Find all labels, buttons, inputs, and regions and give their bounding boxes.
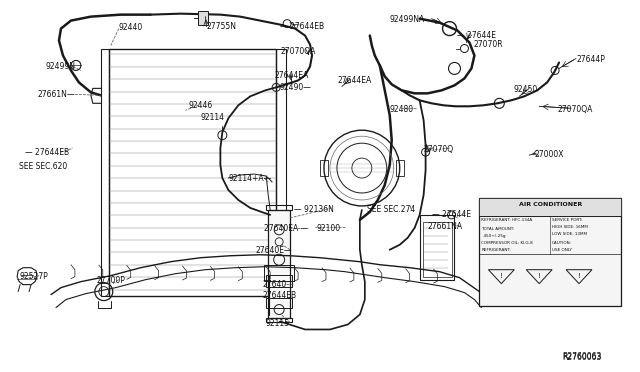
Text: 27755N: 27755N bbox=[207, 22, 236, 31]
Bar bbox=[101, 48, 109, 296]
Text: 92499NA: 92499NA bbox=[390, 15, 425, 24]
Bar bbox=[264, 265, 294, 280]
Text: 27640E—: 27640E— bbox=[255, 246, 292, 255]
Text: 92115: 92115 bbox=[265, 320, 289, 328]
Text: COMPRESSOR OIL: KLG-8: COMPRESSOR OIL: KLG-8 bbox=[481, 241, 533, 245]
Text: 27661NA: 27661NA bbox=[428, 222, 463, 231]
Text: 27640: 27640 bbox=[262, 280, 287, 289]
Text: — 27644EB: — 27644EB bbox=[280, 22, 324, 31]
Text: 92114: 92114 bbox=[200, 113, 225, 122]
Text: R2760063: R2760063 bbox=[562, 353, 602, 362]
Text: R2760063: R2760063 bbox=[562, 352, 602, 361]
Bar bbox=[320, 160, 328, 176]
Text: 92446: 92446 bbox=[189, 101, 212, 110]
Text: TOTAL AMOUNT:: TOTAL AMOUNT: bbox=[481, 227, 515, 231]
Text: 27644EB: 27644EB bbox=[262, 291, 296, 299]
Text: 92114+A—: 92114+A— bbox=[228, 174, 271, 183]
Text: 92490—: 92490— bbox=[279, 83, 311, 92]
Text: 92100: 92100 bbox=[316, 224, 340, 233]
Text: 27644EA: 27644EA bbox=[338, 76, 372, 86]
Bar bbox=[268, 210, 290, 318]
Text: 27070QA: 27070QA bbox=[280, 46, 316, 55]
Text: 450+/-25g: 450+/-25g bbox=[481, 234, 506, 238]
Text: 92480: 92480 bbox=[390, 105, 414, 114]
Text: 92499N: 92499N bbox=[45, 62, 75, 71]
Text: REFRIGERANT: HFC-134A: REFRIGERANT: HFC-134A bbox=[481, 218, 532, 222]
Text: — 27644E: — 27644E bbox=[458, 31, 497, 39]
Bar bbox=[266, 318, 292, 323]
Text: — 27644E: — 27644E bbox=[431, 210, 470, 219]
Bar bbox=[266, 275, 292, 286]
Text: SERVICE PORT:: SERVICE PORT: bbox=[552, 218, 582, 222]
Text: 27070Q: 27070Q bbox=[424, 145, 454, 154]
Bar bbox=[276, 48, 286, 296]
Text: SEE SEC.274: SEE SEC.274 bbox=[367, 205, 415, 214]
Text: 92450: 92450 bbox=[513, 86, 538, 94]
Text: HIGH SIDE: 16MM: HIGH SIDE: 16MM bbox=[552, 225, 588, 229]
Bar bbox=[109, 48, 276, 296]
Text: SEE SEC.620: SEE SEC.620 bbox=[19, 162, 67, 171]
Text: — 92136N: — 92136N bbox=[294, 205, 334, 214]
Text: !: ! bbox=[577, 273, 580, 279]
Text: CAUTION:: CAUTION: bbox=[552, 241, 572, 245]
Text: LOW SIDE: 13MM: LOW SIDE: 13MM bbox=[552, 232, 587, 236]
Text: 27644P: 27644P bbox=[576, 55, 605, 64]
Bar bbox=[420, 215, 454, 280]
Text: USE ONLY: USE ONLY bbox=[552, 248, 572, 252]
Bar bbox=[266, 205, 292, 210]
Text: 27070R: 27070R bbox=[474, 39, 503, 49]
Text: REFRIGERANT:: REFRIGERANT: bbox=[481, 248, 511, 252]
Bar bbox=[266, 298, 292, 308]
Bar bbox=[396, 160, 404, 176]
Text: — 27644EB: — 27644EB bbox=[25, 148, 69, 157]
Text: !: ! bbox=[500, 273, 503, 279]
Text: !: ! bbox=[538, 273, 541, 279]
Text: 92440: 92440 bbox=[119, 23, 143, 32]
Text: 27700P: 27700P bbox=[97, 276, 125, 285]
Bar bbox=[479, 198, 621, 216]
Text: 27640EA —: 27640EA — bbox=[264, 224, 308, 233]
Bar bbox=[422, 222, 451, 277]
Bar bbox=[479, 198, 621, 305]
Text: 92527P: 92527P bbox=[19, 272, 48, 281]
Text: 27644EA: 27644EA bbox=[274, 71, 308, 80]
Text: 27070QA: 27070QA bbox=[557, 105, 593, 114]
Text: 27661N—: 27661N— bbox=[37, 90, 75, 99]
Text: 27000X: 27000X bbox=[534, 150, 564, 159]
Bar bbox=[198, 11, 209, 25]
Text: AIR CONDITIONER: AIR CONDITIONER bbox=[518, 202, 582, 207]
